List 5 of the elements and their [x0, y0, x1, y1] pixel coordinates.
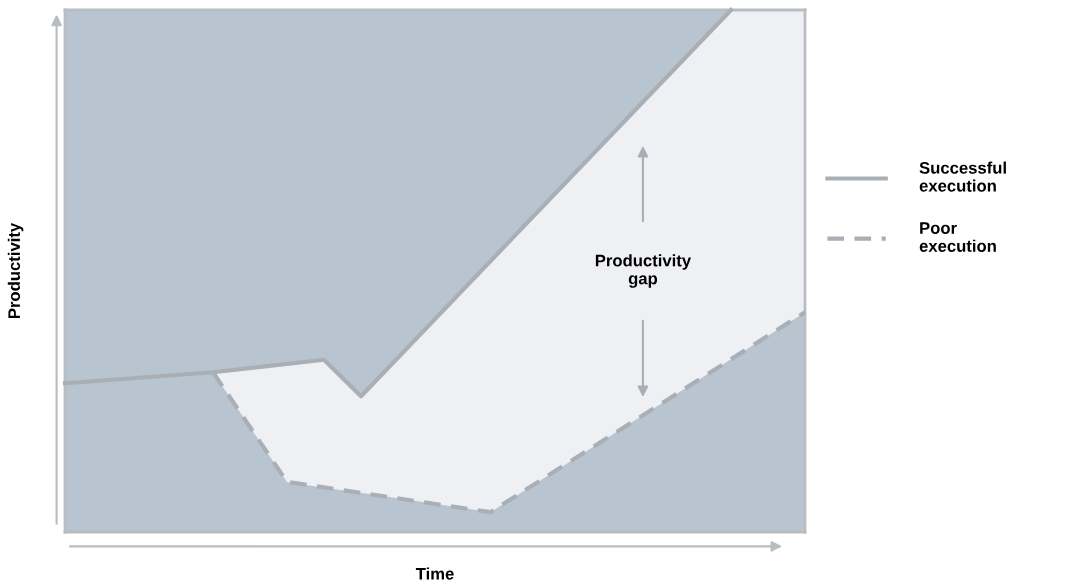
y-axis-title: Productivity	[7, 222, 24, 319]
legend-label: Successful execution	[919, 161, 1006, 192]
legend-label: Poor execution	[919, 222, 996, 252]
annotation: Productivity gap	[595, 254, 692, 288]
x-axis-title: Time	[415, 567, 454, 580]
